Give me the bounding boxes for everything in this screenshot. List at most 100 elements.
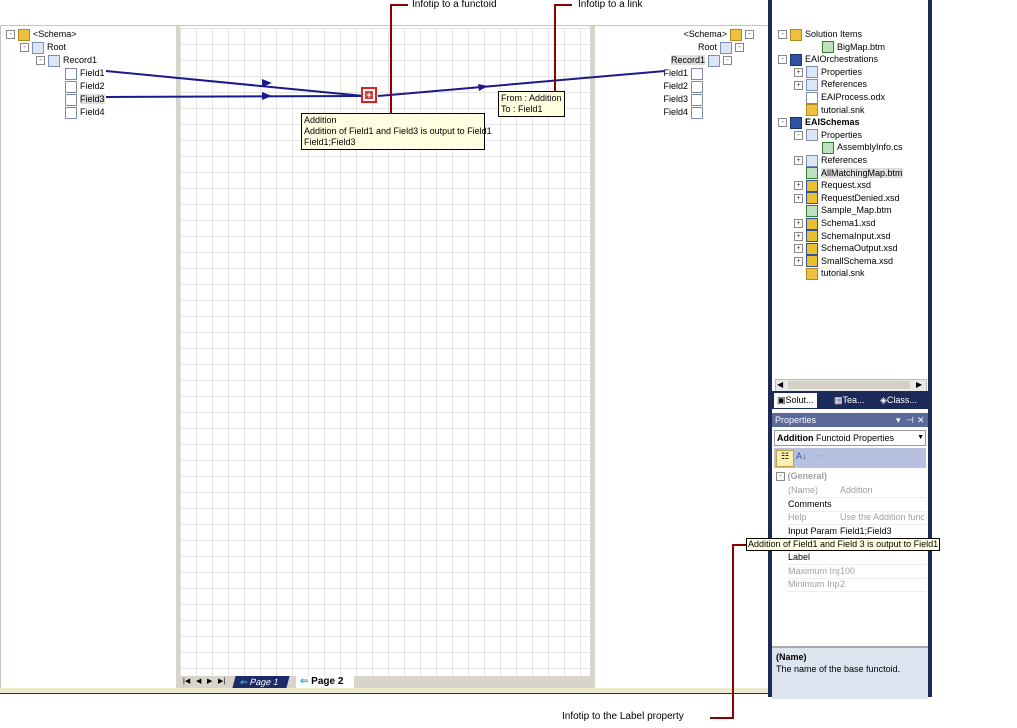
destination-node[interactable]: Record1 - xyxy=(670,54,732,67)
property-value: 2 xyxy=(840,579,846,589)
window-position-icon[interactable]: ▾ xyxy=(896,415,901,425)
expand-icon[interactable]: + xyxy=(794,156,803,166)
collapse-icon[interactable]: - xyxy=(6,30,15,40)
right-splitter[interactable] xyxy=(590,26,595,690)
expand-icon[interactable]: + xyxy=(794,80,803,90)
collapse-icon[interactable]: - xyxy=(723,56,732,66)
tab-class-view[interactable]: ◈Class... xyxy=(880,395,917,406)
source-node[interactable]: Field1 xyxy=(62,67,105,80)
solution-item[interactable]: + Request.xsd xyxy=(794,179,871,192)
alphabetical-button[interactable]: A↓ xyxy=(796,451,807,461)
tab-team-explorer[interactable]: ▦Tea... xyxy=(834,395,865,406)
property-row[interactable]: (Name) Addition xyxy=(788,484,926,498)
destination-node[interactable]: Field4 xyxy=(663,106,706,119)
expand-icon[interactable]: + xyxy=(794,256,803,266)
property-row[interactable]: Input Param Field1;Field3 xyxy=(788,525,926,539)
addition-functoid[interactable]: + xyxy=(361,87,377,103)
expand-icon[interactable]: + xyxy=(794,231,803,241)
category-general[interactable]: - (General) xyxy=(776,470,827,483)
solution-item[interactable]: + RequestDenied.xsd xyxy=(794,192,900,205)
destination-node[interactable]: Field1 xyxy=(663,67,706,80)
solution-item[interactable]: + SmallSchema.xsd xyxy=(794,255,893,268)
last-page-button[interactable]: ▶| xyxy=(218,678,226,685)
source-node[interactable]: Field2 xyxy=(62,80,105,93)
scroll-thumb[interactable] xyxy=(788,381,910,389)
property-pages-button[interactable]: ▭ xyxy=(818,451,827,461)
object-selector[interactable]: Addition Functoid Properties ▼ xyxy=(774,430,926,446)
top-border xyxy=(0,25,768,26)
pin-icon[interactable]: ⊣ xyxy=(906,415,914,425)
expand-icon[interactable]: - xyxy=(778,118,787,128)
object-type: Functoid Properties xyxy=(816,433,895,443)
expand-icon[interactable]: + xyxy=(794,193,803,203)
tab-solution-explorer[interactable]: ▣Solut... xyxy=(774,393,817,408)
tab-label: Tea... xyxy=(842,395,865,405)
expand-icon[interactable]: - xyxy=(778,55,787,65)
chevron-down-icon[interactable]: ▼ xyxy=(917,434,924,441)
prev-page-button[interactable]: ◀ xyxy=(196,678,202,685)
property-row[interactable]: Help Use the Addition funct xyxy=(788,511,926,525)
solution-item[interactable]: - Properties xyxy=(794,129,862,142)
solution-item[interactable]: AllMatchingMap.btm xyxy=(794,167,903,180)
first-page-button[interactable]: |◀ xyxy=(183,678,191,685)
destination-node[interactable]: Root - xyxy=(698,41,744,54)
solution-item[interactable]: AssemblyInfo.cs xyxy=(810,141,903,155)
record-icon xyxy=(32,41,44,54)
solution-item[interactable]: + Properties xyxy=(794,66,862,79)
scroll-left-icon[interactable]: ◀ xyxy=(777,380,784,389)
item-label: Schema1.xsd xyxy=(821,218,876,228)
categorized-button[interactable]: ☷ xyxy=(776,450,794,467)
collapse-icon[interactable]: - xyxy=(20,43,29,53)
next-page-button[interactable]: ▶ xyxy=(207,678,213,685)
solution-item[interactable]: + SchemaOutput.xsd xyxy=(794,242,898,255)
solution-item[interactable]: Sample_Map.btm xyxy=(794,204,892,218)
field-icon xyxy=(65,93,77,106)
property-row[interactable]: Maximum Inp100 xyxy=(788,565,926,579)
source-node[interactable]: Field4 xyxy=(62,106,105,119)
close-icon[interactable]: ✕ xyxy=(917,415,925,425)
solution-item[interactable]: + SchemaInput.xsd xyxy=(794,230,891,243)
link-field1-to-addition[interactable] xyxy=(105,70,365,97)
description-title: (Name) xyxy=(776,652,807,662)
solution-item[interactable]: BigMap.btm xyxy=(810,41,885,54)
property-row[interactable]: Comments xyxy=(788,498,926,512)
destination-node[interactable]: <Schema> - xyxy=(683,28,754,41)
solution-item[interactable]: - Solution Items xyxy=(778,28,862,41)
node-label: Field2 xyxy=(663,81,688,91)
source-node[interactable]: - <Schema> xyxy=(6,28,77,41)
solution-item[interactable]: tutorial.snk xyxy=(794,267,865,281)
source-node[interactable]: - Root xyxy=(20,41,66,54)
property-row[interactable]: Label xyxy=(788,551,926,565)
property-row[interactable]: Minimum Inp2 xyxy=(788,578,926,592)
link-field3-to-addition[interactable] xyxy=(105,95,365,98)
solution-item[interactable]: + Schema1.xsd xyxy=(794,217,876,230)
scroll-right-icon[interactable]: ▶ xyxy=(916,380,923,389)
expand-icon[interactable]: + xyxy=(794,219,803,229)
destination-node[interactable]: Field2 xyxy=(663,80,706,93)
expand-icon[interactable]: + xyxy=(794,67,803,77)
collapse-icon[interactable]: - xyxy=(36,56,45,66)
expand-icon[interactable]: + xyxy=(794,244,803,254)
tab-page-1[interactable]: ⇐ Page 1 xyxy=(232,676,290,688)
collapse-icon[interactable]: - xyxy=(735,43,744,53)
solution-item[interactable]: tutorial.snk xyxy=(794,104,865,117)
property-name: Label xyxy=(788,552,811,562)
left-splitter[interactable] xyxy=(176,26,180,690)
class-icon: ◈ xyxy=(880,395,887,405)
collapse-icon[interactable]: - xyxy=(745,30,754,40)
arrow-icon xyxy=(478,84,488,91)
source-node[interactable]: - Record1 xyxy=(36,54,97,67)
solution-item[interactable]: + References xyxy=(794,154,867,167)
tab-label: Page 2 xyxy=(311,676,344,687)
solution-item[interactable]: EAIProcess.odx xyxy=(794,91,885,104)
tab-page-2[interactable]: ⇐ Page 2 xyxy=(296,676,354,688)
solution-item[interactable]: - EAISchemas xyxy=(778,116,860,129)
expand-icon[interactable]: + xyxy=(794,181,803,191)
expand-icon[interactable]: - xyxy=(778,30,787,40)
link-addition-to-field1[interactable] xyxy=(377,70,666,97)
source-node[interactable]: Field3 xyxy=(62,93,105,106)
solution-item[interactable]: - EAIOrchestrations xyxy=(778,53,878,66)
expand-icon[interactable]: - xyxy=(794,130,803,140)
solution-item[interactable]: + References xyxy=(794,78,867,92)
destination-node[interactable]: Field3 xyxy=(663,93,706,106)
